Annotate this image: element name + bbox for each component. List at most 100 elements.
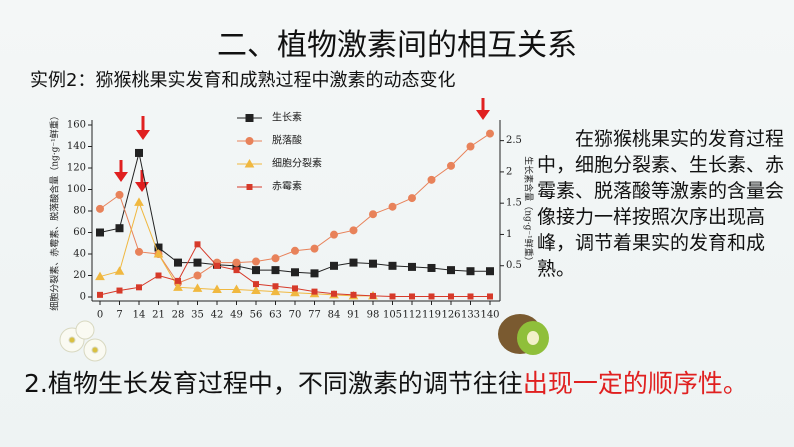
legend-marker: [244, 158, 255, 168]
point: [292, 285, 298, 292]
point: [114, 266, 125, 275]
x-tick-label: 70: [289, 310, 302, 321]
x-tick-label: 126: [441, 310, 460, 321]
y2-tick-label: 0.5: [506, 260, 522, 271]
legend-label: 脱落酸: [272, 134, 302, 147]
point: [233, 267, 240, 274]
point: [408, 262, 416, 271]
x-tick-label: 112: [402, 310, 421, 321]
x-tick-label: 14: [133, 310, 146, 321]
y2-tick-label: 1: [506, 229, 512, 240]
flowers: [59, 320, 107, 362]
point: [271, 254, 280, 263]
conclusion-text: 2.植物生长发育过程中，不同激素的调节往往: [24, 369, 523, 398]
x-tick-label: 84: [328, 310, 341, 321]
point: [173, 282, 183, 291]
y-tick-label: 100: [67, 184, 86, 195]
y-tick-label: 0: [80, 292, 86, 303]
x-tick-label: 98: [367, 310, 380, 321]
x-tick-label: 105: [383, 310, 402, 321]
point: [194, 241, 201, 248]
x-tick-label: 0: [97, 310, 103, 321]
slide-title: 二、植物激素间的相互关系: [217, 28, 577, 63]
y-tick-label: 20: [73, 270, 86, 281]
point: [466, 267, 475, 276]
point: [331, 290, 337, 297]
point: [350, 291, 357, 298]
x-tick-label: 56: [250, 310, 263, 321]
point: [115, 190, 124, 199]
legend-label: 赤霉素: [272, 180, 302, 193]
point: [291, 268, 299, 277]
point: [486, 129, 494, 138]
point: [175, 277, 181, 284]
y-tick-label: 60: [73, 227, 86, 238]
point: [369, 259, 377, 268]
point: [116, 287, 123, 294]
x-tick-label: 21: [152, 310, 165, 321]
point: [96, 204, 104, 213]
point: [409, 293, 415, 300]
point: [95, 271, 105, 281]
point: [136, 284, 142, 291]
subtitle: 实例2：猕猴桃果实发育和成熟过程中激素的动态变化: [30, 70, 456, 91]
x-tick-label: 35: [191, 310, 204, 321]
conclusion-highlight: 出现一定的顺序性。: [522, 369, 748, 398]
point: [251, 285, 261, 295]
legend-label: 生长素: [272, 111, 302, 124]
y2-tick-label: 2: [506, 166, 512, 177]
point: [486, 267, 494, 276]
point: [135, 247, 143, 256]
point: [153, 248, 164, 258]
point: [349, 226, 358, 235]
conclusion: 2.植物生长发育过程中，不同激素的调节往往出现一定的顺序性。: [24, 364, 748, 400]
point: [290, 287, 300, 297]
legend-marker: [245, 137, 254, 145]
y2-tick-label: 1.5: [506, 198, 522, 209]
point: [310, 244, 319, 253]
point: [193, 258, 202, 267]
point: [272, 283, 279, 290]
point: [96, 228, 104, 237]
point: [448, 293, 454, 300]
point: [447, 266, 455, 275]
point: [134, 197, 144, 206]
point: [231, 284, 242, 293]
point: [253, 281, 259, 288]
x-tick-label: 63: [269, 310, 282, 321]
point: [270, 286, 281, 296]
y-tick-label: 80: [73, 206, 86, 217]
y2-axis-label: 生长素含量（ng·g⁻¹鲜重）: [523, 156, 535, 266]
point: [193, 271, 202, 280]
x-tick-label: 7: [116, 310, 122, 321]
y-tick-label: 140: [67, 141, 86, 152]
point: [252, 266, 260, 275]
point: [388, 202, 397, 211]
point: [330, 230, 338, 239]
point: [369, 210, 377, 219]
x-tick-label: 133: [461, 310, 480, 321]
point: [427, 175, 436, 184]
point: [370, 292, 376, 299]
legend-marker: [246, 184, 253, 190]
point: [155, 272, 162, 279]
point: [214, 262, 220, 269]
point: [174, 258, 182, 267]
x-tick-label: 42: [211, 310, 224, 321]
point: [135, 148, 143, 157]
point: [408, 194, 416, 203]
point: [97, 291, 103, 298]
y-tick-label: 120: [67, 163, 86, 174]
point: [388, 261, 397, 270]
point: [115, 224, 124, 233]
point: [466, 142, 475, 151]
paragraph: 在猕猴桃果实的发育过程中，细胞分裂素、生长素、赤霉素、脱落酸等激素的含量会像接力…: [537, 128, 785, 280]
y-tick-label: 40: [73, 249, 86, 260]
point: [349, 258, 358, 267]
point: [271, 266, 280, 275]
point: [428, 293, 435, 300]
x-tick-label: 140: [480, 310, 499, 321]
point: [310, 269, 319, 278]
point: [330, 261, 338, 270]
point: [232, 258, 241, 267]
